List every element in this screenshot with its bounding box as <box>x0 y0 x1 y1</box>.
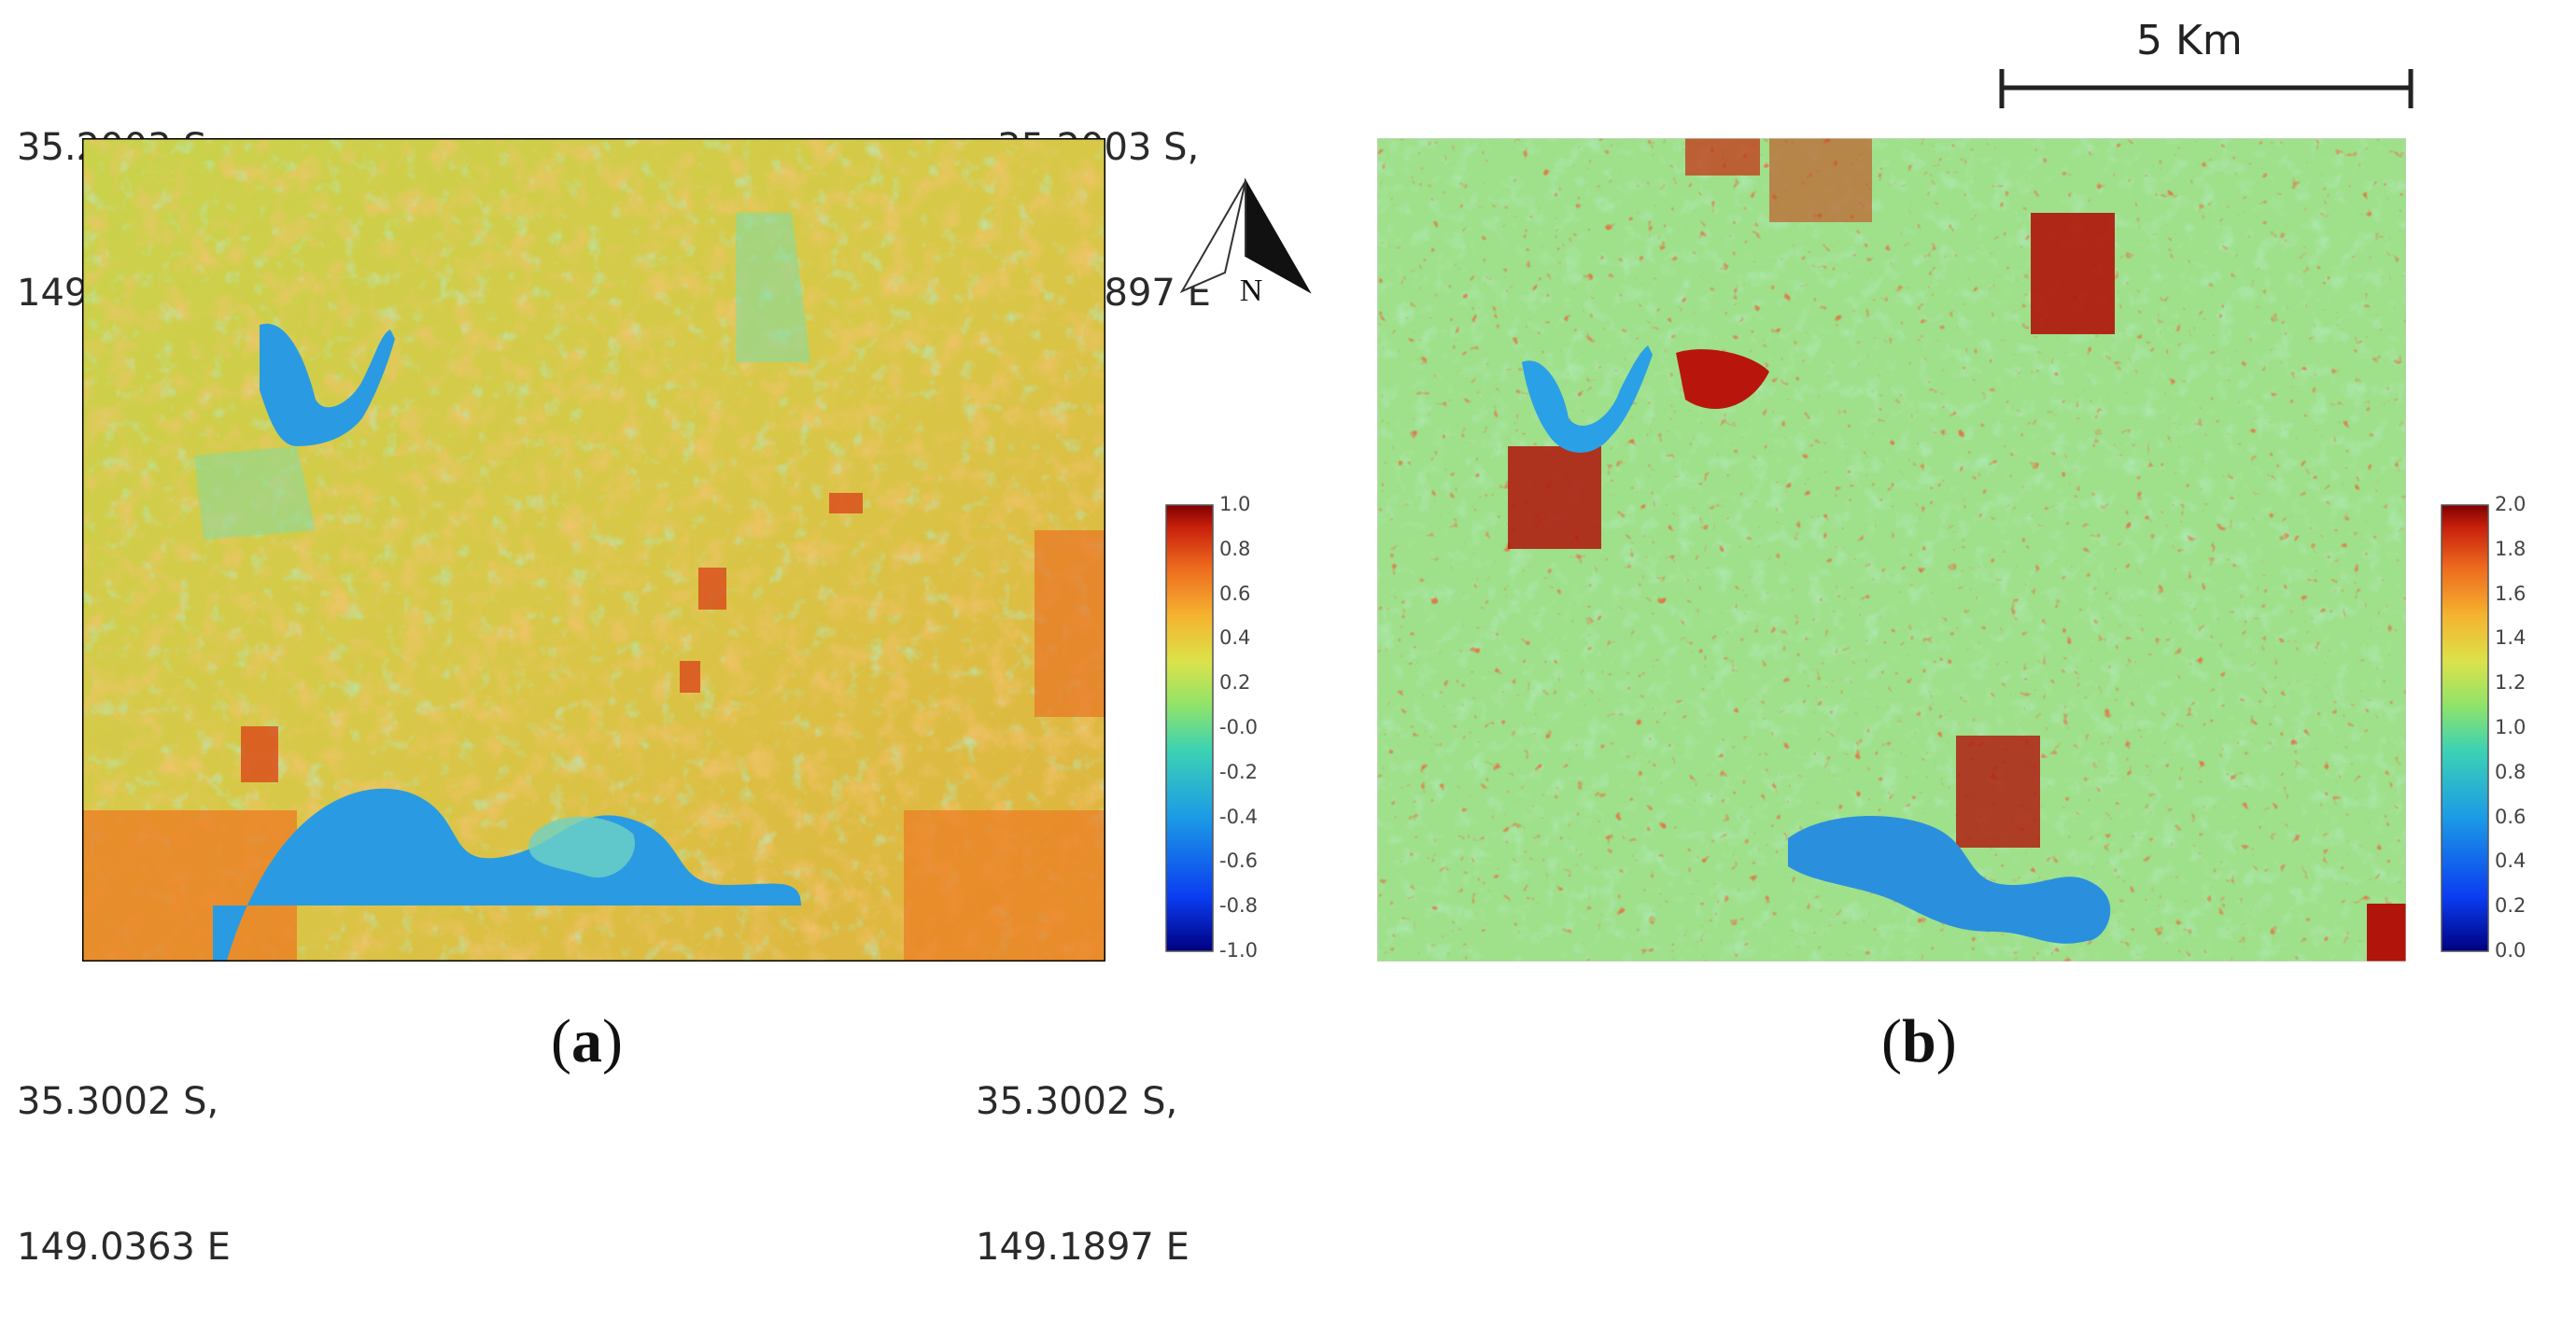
corner-bottom-left-coord: 35.3002 S, 149.0363 E <box>17 980 231 1320</box>
colorbar-tick: 0.4 <box>1219 626 1251 650</box>
colorbar-tick: 1.0 <box>2495 716 2527 738</box>
map-panel-a <box>82 138 1105 962</box>
colorbar-tick: -0.6 <box>1219 850 1258 873</box>
colorbar-tick: 0.0 <box>2495 939 2527 962</box>
coord-lon: 149.1897 E <box>976 1226 1189 1269</box>
colorbar-tick: 1.2 <box>2495 671 2527 695</box>
north-arrow: N <box>1179 177 1312 304</box>
corner-bottom-right-coord: 35.3002 S, 149.1897 E <box>976 980 1189 1320</box>
colorbar-tick: 1.6 <box>2495 582 2527 605</box>
colorbar-tick: 0.8 <box>1219 537 1251 560</box>
colorbar-tick: 0.6 <box>1219 582 1251 605</box>
colorbar-tick: 1.8 <box>2495 537 2527 560</box>
colorbar-tick: 0.2 <box>2495 894 2527 918</box>
colorbar-tick: -0.0 <box>1219 716 1258 738</box>
colorbar-a <box>1165 504 1214 952</box>
panel-a-letter: a <box>570 1007 602 1075</box>
colorbar-tick: 0.8 <box>2495 760 2527 783</box>
colorbar-tick: 0.4 <box>2495 850 2527 873</box>
coord-lat: 35.3002 S, <box>976 1080 1178 1123</box>
panel-a-label: (a) <box>551 1007 623 1075</box>
coord-lat: 35.3002 S, <box>17 1080 219 1123</box>
colorbar-tick: -0.2 <box>1219 760 1258 783</box>
colorbar-tick: 1.4 <box>2495 626 2527 650</box>
colorbar-tick: -0.4 <box>1219 805 1258 828</box>
scale-bar-label: 5 Km <box>2136 17 2243 64</box>
colorbar-tick: 2.0 <box>2495 493 2527 515</box>
colorbar-tick: -0.8 <box>1219 894 1258 918</box>
colorbar-tick: -1.0 <box>1219 939 1258 962</box>
colorbar-tick: 0.6 <box>2495 805 2527 828</box>
panel-b-letter: b <box>1901 1007 1936 1075</box>
colorbar-tick: 1.0 <box>1219 493 1251 515</box>
panel-b-label: (b) <box>1881 1007 1957 1075</box>
map-panel-b <box>1377 138 2406 962</box>
coord-lon: 149.0363 E <box>17 1226 231 1269</box>
scale-bar <box>1999 69 2414 108</box>
colorbar-b <box>2441 504 2489 952</box>
colorbar-tick: 0.2 <box>1219 671 1251 695</box>
north-arrow-label: N <box>1240 274 1263 304</box>
